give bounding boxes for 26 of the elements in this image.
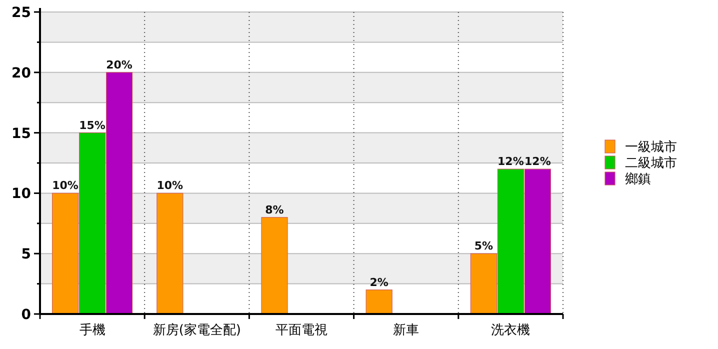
data-label: 10%: [52, 179, 78, 192]
data-label: 20%: [106, 58, 132, 72]
y-tick-label: 20: [12, 65, 32, 82]
y-tick-label: 15: [12, 126, 31, 142]
bar: [261, 217, 288, 314]
legend-label: 鄉鎮: [625, 172, 651, 187]
y-tick-label: 25: [12, 5, 31, 21]
bar: [366, 290, 392, 314]
legend-label: 二級城市: [625, 156, 677, 171]
data-label: 15%: [79, 118, 106, 132]
data-label: 2%: [370, 276, 388, 289]
data-label: 5%: [474, 240, 494, 253]
y-tick-label: 10: [12, 186, 32, 202]
data-label: 8%: [265, 203, 284, 216]
x-tick-label: 手機: [79, 323, 106, 338]
data-label: 12%: [524, 155, 551, 168]
x-tick-label: 平面電視: [276, 323, 328, 338]
y-tick-label: 5: [21, 246, 31, 263]
data-label: 12%: [498, 155, 524, 168]
x-tick-label: 洗衣機: [491, 323, 530, 338]
data-label: 10%: [156, 179, 184, 192]
legend-label: 一級城市: [625, 140, 677, 155]
x-tick-label: 新車: [393, 323, 420, 338]
bar: [156, 192, 184, 314]
y-tick-label: 0: [21, 307, 32, 323]
x-tick-label: 新房(家電全配): [152, 322, 241, 338]
